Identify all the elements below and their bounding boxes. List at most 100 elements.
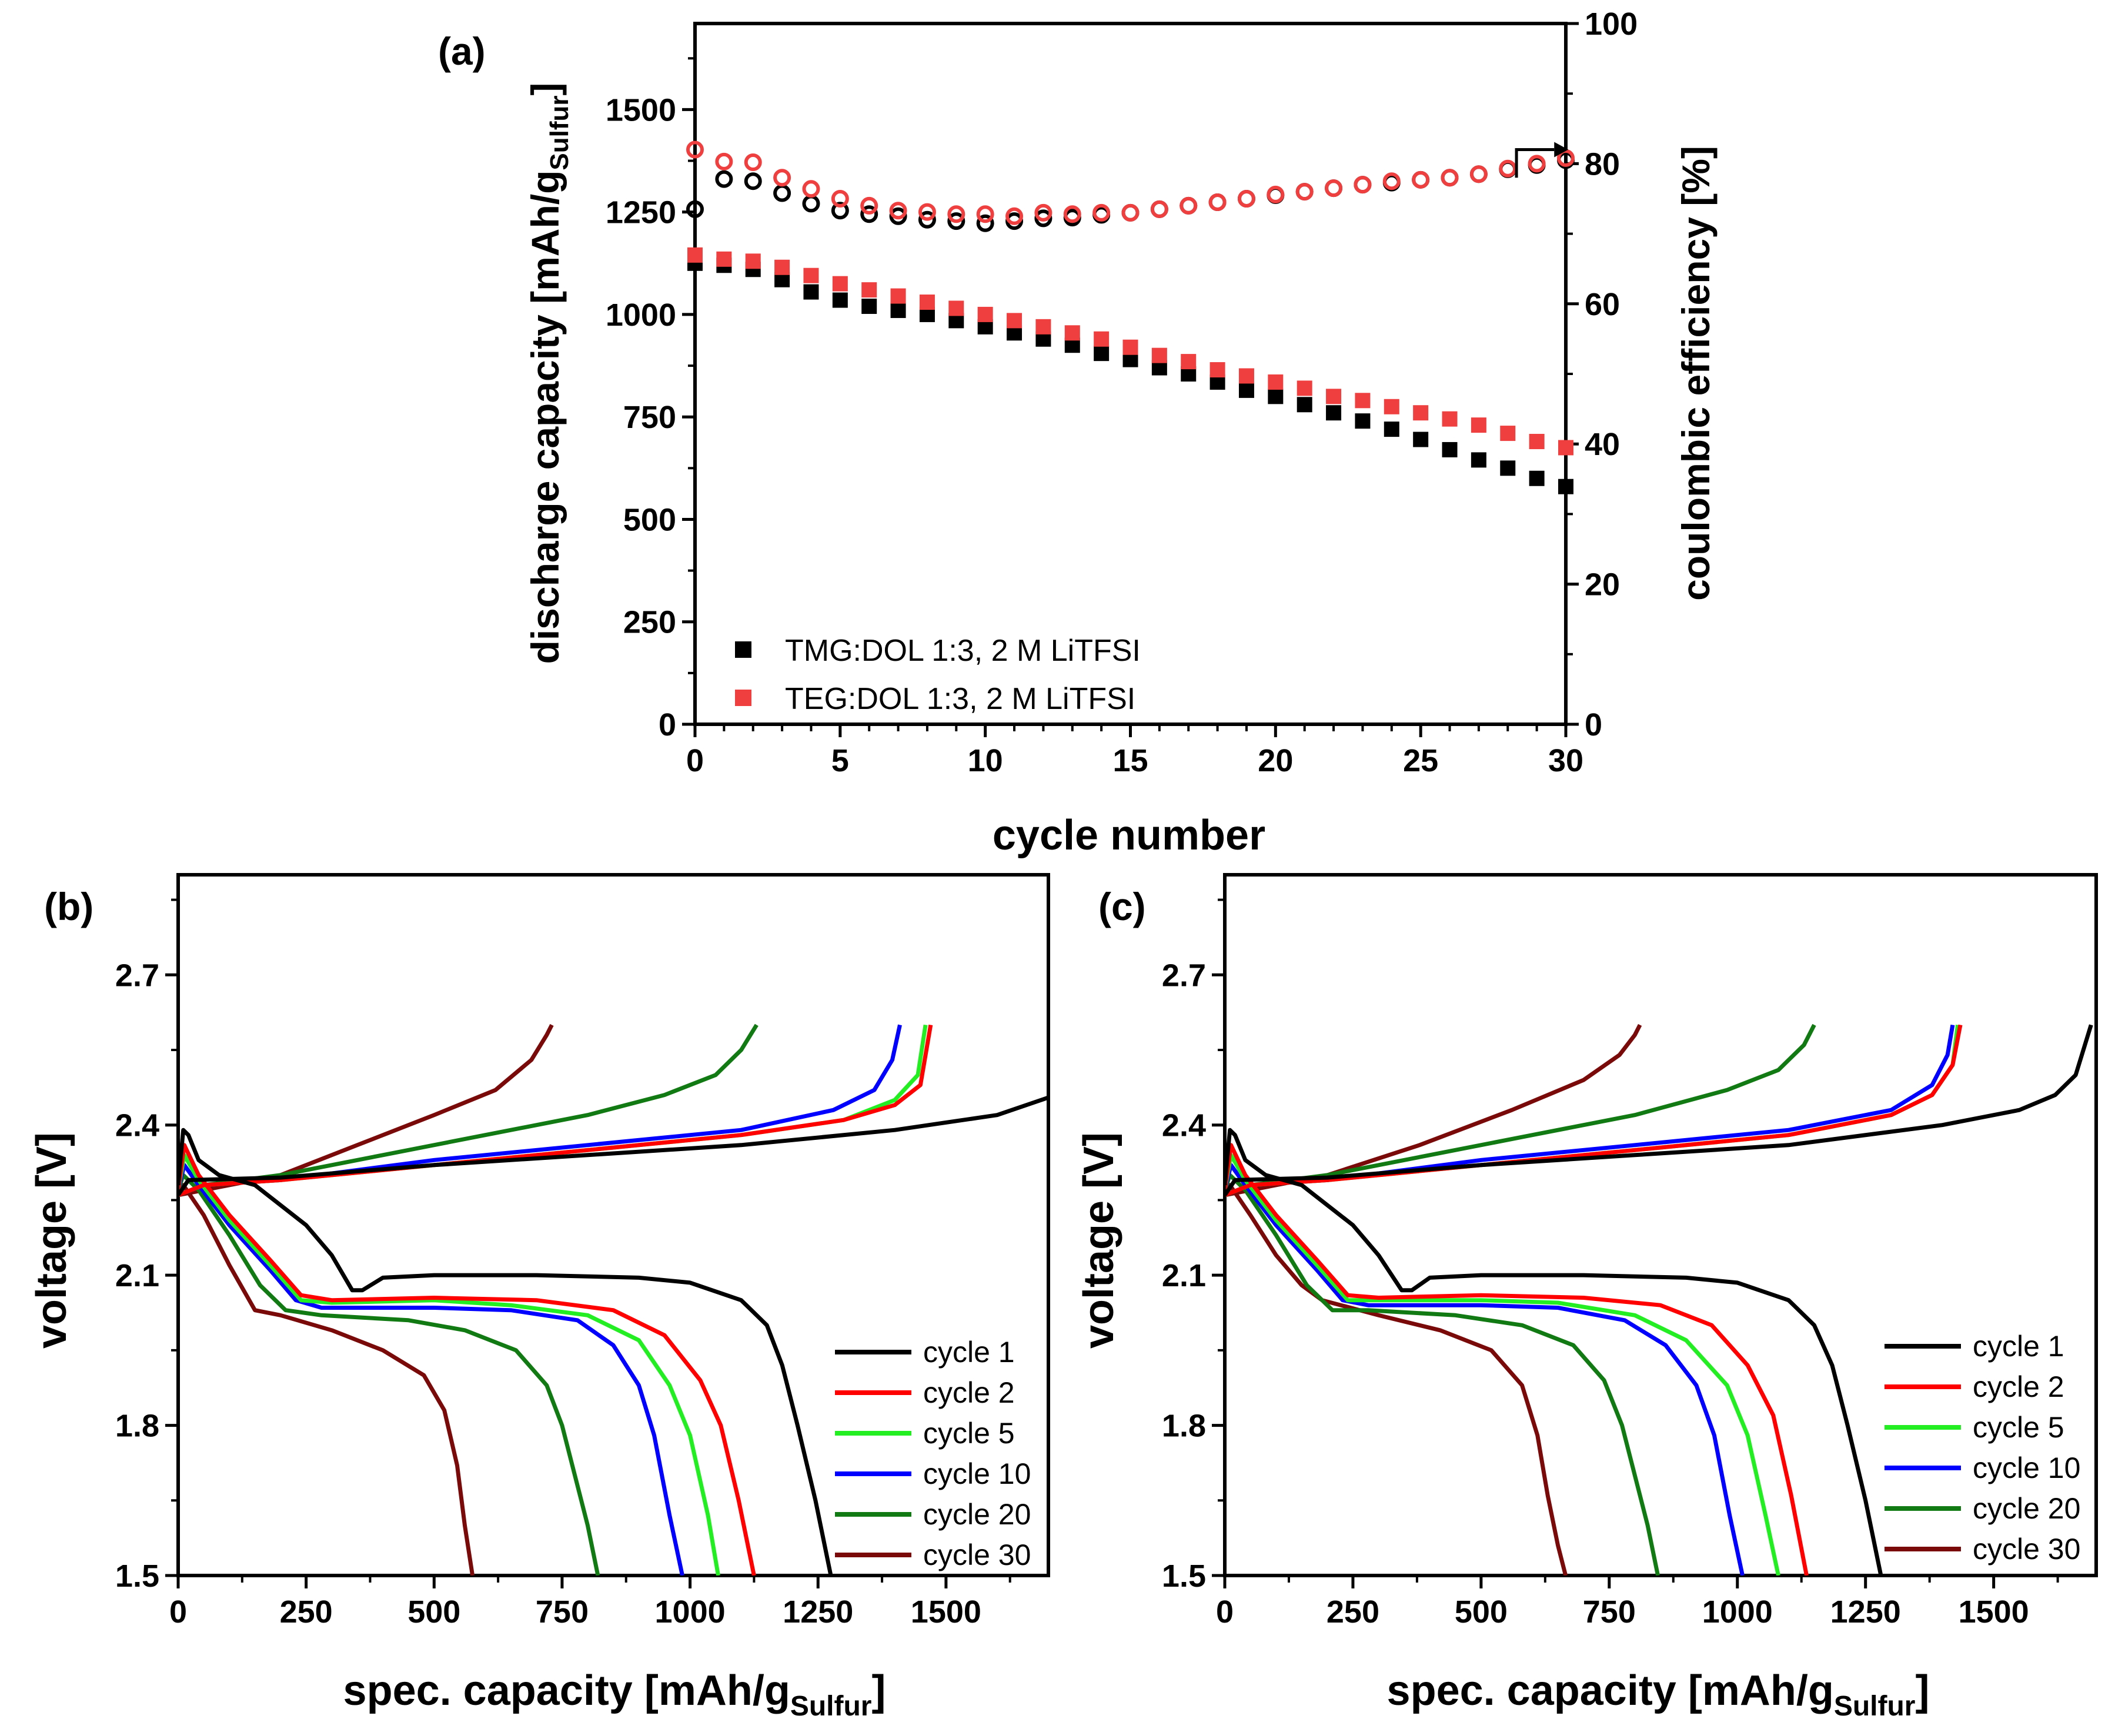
chart-b-legend-label: cycle 20 (923, 1498, 1031, 1531)
chart-a-capacity-point (1238, 368, 1254, 384)
chart-a-capacity-point (1442, 441, 1458, 457)
chart-b-xtick-label: 1500 (911, 1594, 981, 1630)
chart-a-xtick-label: 20 (1258, 743, 1293, 778)
chart-a-xlabel: cycle number (993, 812, 1265, 859)
chart-a-ytick-label: 500 (623, 502, 676, 537)
chart-b-series-group (178, 1023, 1048, 1576)
chart-a-ce-point (831, 202, 849, 220)
chart-a-capacity-point (890, 288, 906, 304)
plot-layer: 0 5 10 15 20 25 300250500750100012501500020406… (115, 6, 2098, 1630)
chart-a-ce-point (1208, 193, 1227, 211)
chart-a-ce-point (686, 200, 704, 218)
chart-a-ce-point (744, 172, 762, 190)
chart-b-discharge-cycle-10 (178, 1163, 684, 1576)
chart-a-capacity-point (1442, 411, 1458, 427)
chart-a-capacity-point (1035, 319, 1051, 335)
chart-c-discharge-cycle-30 (1225, 1183, 1568, 1576)
chart-c-xtick-label: 0 (1216, 1594, 1234, 1630)
chart-c-xtick-label: 1500 (1959, 1594, 2029, 1630)
chart-a-ce-point (773, 184, 791, 202)
chart-c-ytick-label: 2.1 (1162, 1258, 1206, 1293)
chart-a-ce-point (1325, 179, 1343, 198)
chart-c-discharge-cycle-1 (1225, 1128, 1883, 1576)
chart-a-xtick-label: 30 (1548, 743, 1583, 778)
chart-a-ce-point (1034, 209, 1053, 228)
chart-c-discharge-cycle-5 (1225, 1153, 1780, 1576)
chart-a-capacity-point (1064, 325, 1080, 341)
chart-a-capacity-point (1384, 399, 1399, 414)
chart-a-ce-point (1180, 196, 1198, 215)
chart-c-discharge-cycle-20 (1225, 1173, 1660, 1576)
chart-b-ytick-label: 1.8 (115, 1409, 159, 1444)
chart-b-legend-label: cycle 10 (923, 1457, 1031, 1490)
chart-a-y2tick-label: 60 (1585, 287, 1620, 322)
chart-a-capacity-point (1529, 434, 1545, 450)
chart-a-capacity-point (803, 284, 819, 300)
chart-a-xtick-label: 10 (968, 743, 1003, 778)
chart-a-capacity-point (1268, 389, 1284, 404)
chart-a-capacity-point (1471, 417, 1486, 433)
chart-a-ce-point (1092, 203, 1111, 222)
chart-a-ce-point (744, 153, 762, 172)
chart-b-xlabel: spec. capacity [mAh/gSulfur] (343, 1667, 886, 1722)
chart-a-legend-label: TMG:DOL 1:3, 2 M LiTFSI (785, 634, 1141, 668)
chart-a-ce-point (1150, 200, 1168, 218)
panel-label-b: (b) (44, 885, 93, 928)
chart-a-capacity-point (1355, 393, 1371, 409)
chart-a-frame (693, 22, 1568, 726)
chart-a-ce-point (1499, 159, 1517, 178)
chart-a-capacity-point (861, 282, 877, 298)
chart-c-ylabel: voltage [V] (1075, 1132, 1122, 1349)
chart-a-ytick-label: 0 (659, 707, 676, 742)
chart-b-ylabel: voltage [V] (28, 1132, 75, 1349)
chart-a-ce-point (1441, 169, 1459, 187)
chart-a-capacity-point (977, 306, 993, 322)
chart-c-xtick-label: 750 (1583, 1594, 1636, 1630)
chart-a-capacity-point (1500, 460, 1516, 476)
chart-a-ce-point (976, 214, 994, 232)
chart-b-charge-cycle-20 (178, 1023, 759, 1198)
chart-a-ce-point (889, 207, 907, 225)
chart-a-arrow (1515, 148, 1555, 178)
chart-a-capacity-point (1500, 426, 1516, 441)
chart-a-ytick-label: 750 (623, 400, 676, 435)
chart-b-discharge-cycle-2 (178, 1143, 756, 1576)
chart-c-legend-label: cycle 10 (1973, 1451, 2080, 1484)
chart-a-ce-point (1121, 203, 1140, 222)
chart-a-ce-point (860, 196, 878, 215)
chart-a-ce-point (802, 195, 820, 213)
chart-b-discharge-cycle-20 (178, 1173, 600, 1576)
chart-c-xtick-label: 250 (1327, 1594, 1379, 1630)
chart-a-ytick-label: 1500 (606, 92, 676, 128)
chart-a-capacity-point (890, 302, 906, 318)
chart-a-capacity-point (1413, 432, 1429, 447)
chart-a-arrow-head (1554, 142, 1569, 158)
chart-a-capacity-point (1238, 382, 1254, 398)
chart-a-ce-point (1295, 183, 1314, 201)
chart-a-ce-point (1267, 185, 1285, 203)
chart-a-xtick-label: 15 (1112, 743, 1148, 778)
chart-a-capacity-point (687, 247, 703, 263)
chart-a-capacity-point (803, 267, 819, 283)
chart-c-discharge-cycle-2 (1225, 1143, 1809, 1576)
chart-b-xtick-label: 250 (280, 1594, 333, 1630)
chart-a-capacity-point (1151, 347, 1167, 363)
chart-a-capacity-point (1007, 313, 1023, 329)
chart-b-xtick-label: 500 (407, 1594, 460, 1630)
chart-a-legend-label: TEG:DOL 1:3, 2 M LiTFSI (785, 682, 1135, 716)
chart-c-legend-label: cycle 20 (1973, 1492, 2080, 1525)
chart-a-y2tick-label: 40 (1585, 427, 1620, 462)
chart-c-charge-cycle-10 (1225, 1024, 1955, 1198)
chart-b-ytick-label: 2.7 (115, 958, 159, 993)
chart-a-y2tick-label: 100 (1585, 6, 1638, 42)
chart-b-legend-label: cycle 1 (923, 1336, 1015, 1369)
chart-a-capacity-point (1268, 374, 1284, 390)
chart-b-discharge-cycle-1 (178, 1128, 833, 1576)
chart-c-legend-label: cycle 5 (1973, 1411, 2064, 1444)
chart-c-charge-cycle-5 (1225, 1024, 1960, 1198)
chart-a-capacity-point (1384, 422, 1399, 437)
panel-label-a: (a) (438, 29, 486, 73)
chart-b-legend-label: cycle 5 (923, 1417, 1015, 1450)
chart-c-charge-cycle-20 (1225, 1023, 1816, 1198)
